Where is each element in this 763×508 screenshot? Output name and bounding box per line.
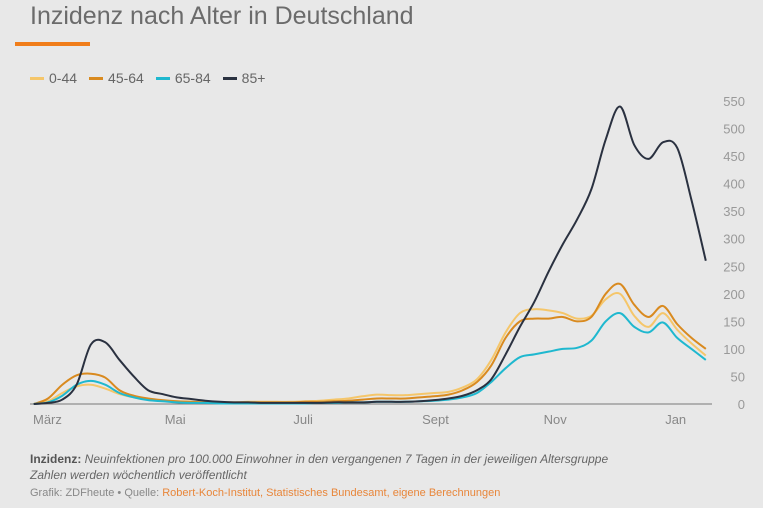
source-line: Grafik: ZDFheute • Quelle: Robert-Koch-I…: [30, 487, 500, 499]
note-frequency: Zahlen werden wöchentlich veröffentlicht: [30, 468, 247, 482]
y-tick-label: 450: [723, 149, 745, 164]
legend-item: 65-84: [155, 70, 211, 86]
x-tick-label: Nov: [544, 412, 568, 427]
x-tick-label: Mai: [165, 412, 186, 427]
legend-label: 65-84: [174, 70, 211, 86]
note-definition: Neuinfektionen pro 100.000 Einwohner in …: [84, 452, 609, 466]
title-accent-bar: [15, 42, 90, 46]
footnote: Inzidenz: Neuinfektionen pro 100.000 Ein…: [30, 451, 608, 483]
series-line-85+: [33, 105, 707, 405]
y-tick-label: 400: [723, 177, 745, 192]
y-tick-label: 350: [723, 204, 745, 219]
legend-item: 0-44: [30, 70, 77, 86]
y-tick-label: 300: [723, 232, 745, 247]
y-tick-label: 500: [723, 122, 745, 137]
legend-item: 85+: [222, 70, 266, 86]
legend: 0-44 45-64 65-84 85+: [30, 70, 265, 86]
legend-label: 0-44: [49, 70, 78, 86]
y-tick-label: 550: [723, 94, 745, 109]
series-line-45-64: [33, 282, 707, 405]
x-tick-label: Sept: [422, 412, 449, 427]
x-tick-label: Juli: [293, 412, 313, 427]
series-line-0-44: [33, 292, 707, 405]
chart-title: Inzidenz nach Alter in Deutschland: [30, 2, 414, 30]
legend-label: 45-64: [108, 70, 144, 86]
legend-swatch: [155, 76, 170, 80]
legend-item: 45-64: [89, 70, 144, 86]
y-tick-label: 100: [723, 342, 745, 357]
y-tick-label: 0: [738, 397, 745, 412]
y-tick-label: 150: [723, 314, 745, 329]
credit: Grafik: ZDFheute • Quelle:: [30, 487, 163, 499]
legend-swatch: [89, 76, 104, 80]
y-tick-label: 250: [723, 259, 745, 274]
legend-swatch: [222, 76, 237, 80]
source-links[interactable]: Robert-Koch-Institut, Statistisches Bund…: [162, 487, 501, 499]
x-tick-label: März: [33, 412, 62, 427]
legend-label: 85+: [241, 70, 266, 86]
x-tick-label: Jan: [665, 412, 686, 427]
note-label: Inzidenz:: [30, 452, 82, 466]
series-line-65-84: [33, 312, 707, 405]
y-tick-label: 50: [731, 369, 745, 384]
y-tick-label: 200: [723, 287, 745, 302]
line-chart: 0 50 100 150 200 250 300 350 400 450 500 550 März Mai…: [30, 94, 745, 427]
legend-swatch: [30, 76, 44, 80]
